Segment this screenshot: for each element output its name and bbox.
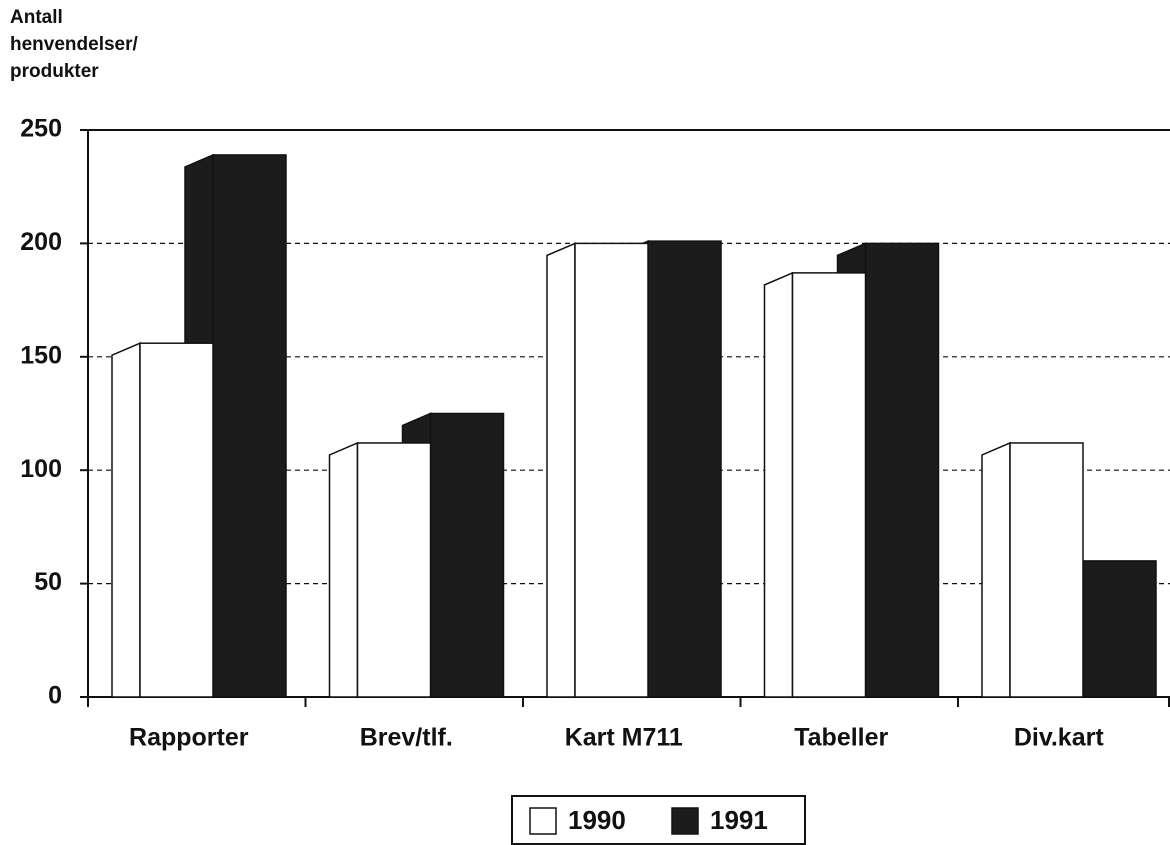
- y-axis-label: produkter: [10, 61, 99, 82]
- legend-swatch: [529, 807, 557, 835]
- y-tick-label: 200: [20, 228, 62, 256]
- x-tick-label: Tabeller: [794, 724, 888, 752]
- x-tick-label: Rapporter: [129, 724, 249, 752]
- bar: [1009, 442, 1084, 698]
- bar: [791, 272, 867, 698]
- bar: [429, 412, 505, 698]
- legend-label: 1990: [568, 805, 626, 835]
- bar: [356, 442, 432, 698]
- bar: [864, 242, 940, 698]
- bar: [212, 154, 287, 698]
- legend-label: 1991: [710, 805, 768, 835]
- y-tick-label: 250: [20, 115, 62, 143]
- bar-side: [111, 342, 141, 698]
- y-tick-label: 150: [20, 341, 62, 369]
- legend-swatch: [671, 807, 699, 835]
- y-tick-label: 0: [48, 682, 62, 710]
- y-tick-label: 100: [20, 455, 62, 483]
- y-axis-label: Antall: [10, 7, 63, 28]
- x-tick-label: Kart M711: [565, 724, 683, 752]
- bar: [574, 242, 649, 698]
- y-tick-label: 50: [34, 568, 62, 596]
- y-axis-label: henvendelser/: [10, 34, 138, 55]
- legend-box: [511, 795, 806, 845]
- bar: [1082, 560, 1157, 698]
- bar: [139, 342, 214, 698]
- bar-side: [546, 242, 576, 698]
- x-tick-label: Brev/tlf.: [360, 724, 453, 752]
- x-tick-label: Div.kart: [1014, 724, 1105, 752]
- bar-side: [763, 271, 794, 698]
- bar-side: [981, 441, 1011, 698]
- bar: [647, 240, 722, 698]
- bar-side: [328, 441, 359, 698]
